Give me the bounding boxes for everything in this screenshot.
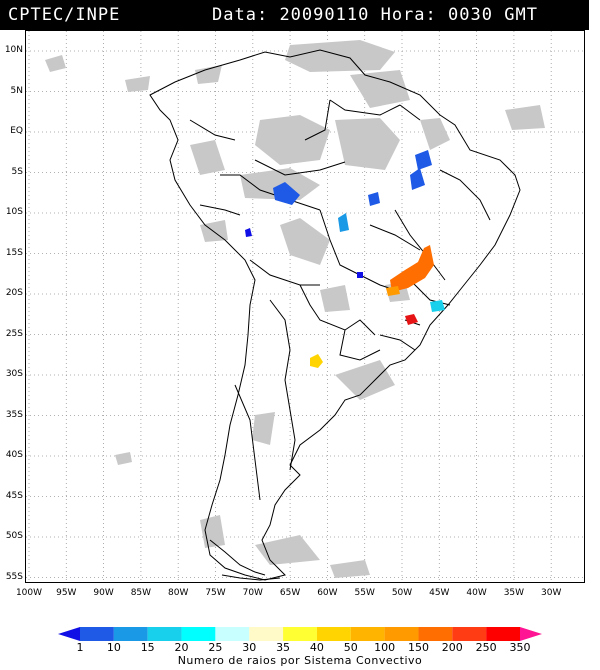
colorbar-tick-label: 100 xyxy=(374,641,396,654)
lat-tick-label: 55S xyxy=(5,571,23,582)
timezone: GMT xyxy=(504,5,538,25)
cloud-cover xyxy=(45,40,545,578)
lat-tick-label: 35S xyxy=(5,409,23,420)
colorbar-tick-label: 250 xyxy=(475,641,497,654)
colorbar-tick-label: 200 xyxy=(441,641,463,654)
lat-tick-label: 10N xyxy=(4,45,23,55)
lon-tick-label: 85W xyxy=(130,588,152,598)
lon-tick-label: 75W xyxy=(205,588,226,598)
lat-tick-label: 5S xyxy=(11,166,23,177)
lon-tick-label: 35W xyxy=(503,588,525,598)
hora-label: Hora: xyxy=(380,5,437,25)
cell-cyan-1 xyxy=(430,300,445,312)
colorbar-tick-label: 1 xyxy=(76,641,84,654)
colorbar-tick-label: 40 xyxy=(309,641,324,654)
lon-tick-label: 45W xyxy=(429,588,450,598)
cell-blue-1 xyxy=(273,182,300,205)
lat-tick-label: 50S xyxy=(5,531,23,541)
cell-blue-6 xyxy=(245,228,252,237)
source-label: CPTEC/INPE xyxy=(8,5,121,25)
lon-tick-label: 60W xyxy=(317,588,338,598)
lon-tick-label: 80W xyxy=(168,588,189,598)
colorbar-tick-label: 15 xyxy=(140,641,155,654)
cell-yellow-1 xyxy=(310,354,323,368)
lat-tick-label: 10S xyxy=(5,207,23,217)
time-value: 0030 xyxy=(448,5,493,25)
colorbar-tick-label: 350 xyxy=(509,641,531,654)
lon-tick-label: 55W xyxy=(354,588,375,598)
cell-blue-5 xyxy=(338,213,349,232)
colorbar-tick-label: 30 xyxy=(242,641,257,654)
cell-blue-4 xyxy=(415,150,432,170)
cell-orange-2 xyxy=(386,286,400,296)
colorbar-tick-label: 50 xyxy=(343,641,358,654)
cell-red-1 xyxy=(405,314,418,325)
cell-blue-7 xyxy=(357,272,363,278)
colorbar-tick-label: 150 xyxy=(407,641,429,654)
colorbar-title: Numero de raios por Sistema Convectivo xyxy=(177,654,423,667)
title-bar: CPTEC/INPE Data: 20090110 Hora: 0030 GMT xyxy=(0,0,589,30)
lat-tick-label: 20S xyxy=(5,288,23,298)
colorbar-tick-label: 10 xyxy=(106,641,121,654)
coastline xyxy=(149,49,521,581)
lat-tick-label: 5N xyxy=(10,85,23,96)
lat-tick-label: 25S xyxy=(5,328,23,339)
date-value: 20090110 xyxy=(279,5,370,25)
lon-tick-label: 30W xyxy=(541,588,562,598)
colorbar-tick-label: 35 xyxy=(276,641,291,654)
colorbar-tick-label: 20 xyxy=(174,641,189,654)
lon-tick-label: 50W xyxy=(391,588,413,598)
lat-tick-label: 40S xyxy=(5,450,23,460)
lat-tick-label: 45S xyxy=(5,490,23,501)
lat-tick-label: 15S xyxy=(5,247,23,258)
lon-tick-label: 65W xyxy=(279,588,301,598)
graticule xyxy=(26,31,584,582)
lon-tick-label: 40W xyxy=(466,588,487,598)
lat-tick-label: 30S xyxy=(5,369,23,379)
lon-tick-label: 90W xyxy=(93,588,114,598)
data-label: Data: xyxy=(212,5,269,25)
convective-systems xyxy=(245,150,445,368)
cell-orange-1 xyxy=(390,245,434,292)
lat-tick-label: EQ xyxy=(10,126,23,136)
cell-blue-2 xyxy=(368,192,380,206)
lon-tick-label: 100W xyxy=(15,588,43,598)
colorbar-labels: 1 10 15 20 25 30 35 40 50 100 150 200 250 350 xyxy=(0,641,600,655)
colorbar-tick-label: 25 xyxy=(208,641,223,654)
lon-tick-label: 95W xyxy=(56,588,77,598)
cell-blue-3 xyxy=(410,168,425,190)
timestamp: Data: 20090110 Hora: 0030 GMT xyxy=(212,5,538,25)
lon-tick-label: 70W xyxy=(242,588,263,598)
